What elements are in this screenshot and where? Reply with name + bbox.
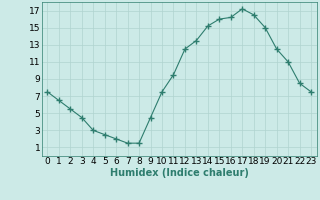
X-axis label: Humidex (Indice chaleur): Humidex (Indice chaleur) [110, 168, 249, 178]
